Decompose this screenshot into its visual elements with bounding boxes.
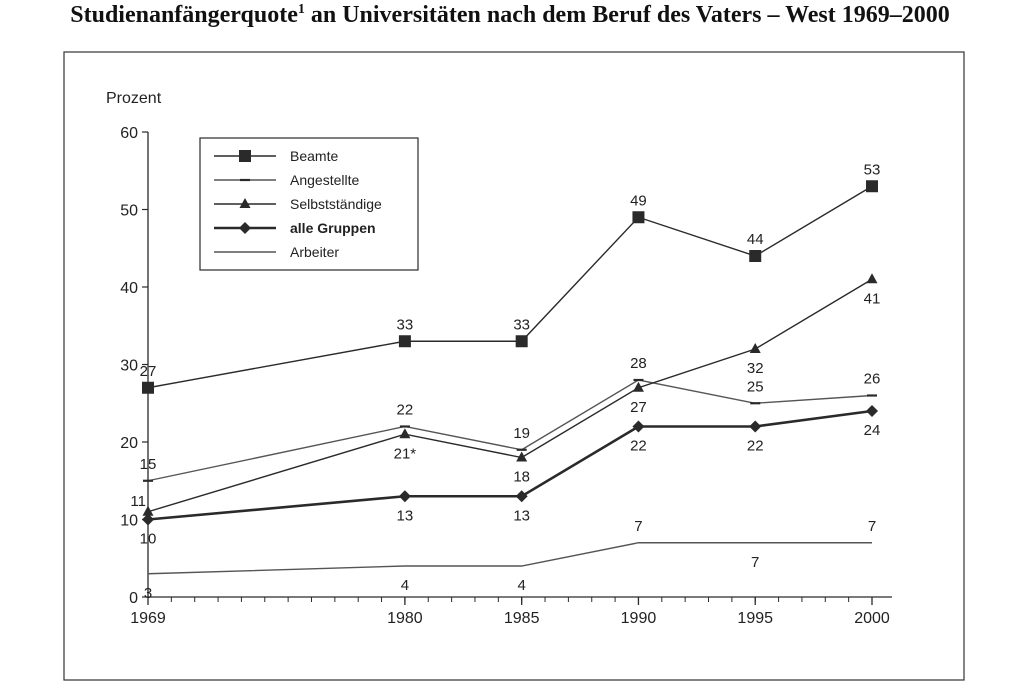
legend-swatch-marker (239, 150, 251, 162)
data-label: 7 (751, 554, 759, 571)
data-point (749, 420, 762, 433)
data-label: 10 (140, 531, 157, 548)
x-tick-label: 1995 (737, 610, 773, 627)
data-label: 24 (864, 422, 881, 439)
series-line-0 (147, 185, 873, 389)
data-label: 27 (140, 363, 157, 380)
series-group (142, 180, 878, 575)
data-label: 21* (394, 445, 417, 462)
data-point (749, 343, 761, 353)
data-point (632, 211, 645, 224)
data-label: 32 (747, 360, 764, 377)
data-point (399, 428, 411, 439)
data-label: 3 (144, 585, 152, 602)
data-point (515, 335, 528, 348)
data-point (516, 451, 528, 462)
data-point (866, 405, 878, 417)
footnote-marker: 1 (297, 2, 305, 17)
legend-label: Selbstständige (290, 196, 382, 212)
data-label: 41 (864, 290, 881, 307)
data-point (632, 381, 644, 392)
x-tick-label: 1980 (387, 610, 423, 627)
chart-title: Studienanfängerquote1 an Universitäten n… (0, 2, 1020, 29)
data-label: 22 (630, 438, 647, 455)
y-tick-label: 40 (120, 280, 138, 297)
data-label: 4 (401, 577, 409, 594)
y-tick-label: 10 (120, 513, 138, 530)
data-label: 18 (513, 469, 530, 486)
data-label: 13 (513, 507, 530, 524)
legend-label: Angestellte (290, 172, 359, 188)
data-label: 49 (630, 192, 647, 209)
data-point (749, 250, 762, 262)
y-axis-unit-label: Prozent (106, 90, 162, 107)
chart-title-text: Studienanfängerquote (70, 2, 298, 28)
y-tick-label: 60 (120, 125, 138, 142)
data-point (866, 180, 878, 193)
data-label: 4 (518, 577, 526, 594)
data-label: 28 (630, 355, 647, 372)
data-label: 33 (397, 316, 414, 333)
series-line-1 (147, 379, 873, 482)
y-tick-label: 0 (129, 590, 138, 607)
data-label: 22 (397, 402, 414, 419)
data-point (142, 381, 154, 394)
chart-title-text-rest: an Universitäten nach dem Beruf des Vate… (304, 2, 950, 28)
data-point (398, 490, 411, 503)
data-point (142, 505, 154, 516)
legend-label: alle Gruppen (290, 220, 376, 236)
data-point (866, 273, 878, 284)
y-tick-label: 50 (120, 203, 138, 220)
data-label: 53 (864, 161, 881, 178)
series-line-4 (147, 542, 872, 575)
series-line-3 (147, 409, 873, 521)
data-label: 44 (747, 231, 764, 248)
y-tick-label: 30 (120, 358, 138, 375)
x-tick-label: 1990 (621, 610, 657, 627)
data-point (632, 420, 645, 433)
x-tick-label: 1985 (504, 610, 540, 627)
legend-label: Arbeiter (290, 244, 339, 260)
data-point (142, 513, 154, 526)
data-label: 26 (864, 371, 881, 388)
legend-label: Beamte (290, 148, 338, 164)
data-label: 33 (513, 316, 530, 333)
data-label: 7 (868, 518, 876, 535)
legend-swatch-marker (239, 222, 251, 234)
chart-frame (63, 51, 965, 681)
legend-swatch-marker (239, 198, 251, 208)
data-label: 19 (513, 425, 530, 442)
legend: Beamte Angestellte Selbstständige alle Grup… (199, 137, 419, 271)
y-tick-label: 20 (120, 435, 138, 452)
data-label: 22 (747, 438, 764, 455)
data-label: 11 (130, 493, 146, 510)
x-tick-label: 2000 (854, 610, 890, 627)
series-line-2 (147, 278, 873, 513)
x-tick-label: 1969 (130, 610, 166, 627)
data-label: 13 (397, 507, 414, 524)
axes: 0 10 20 30 40 50 60 1969 1980 1985 1990 1995 2000 (120, 125, 892, 627)
data-label: 27 (630, 399, 647, 416)
data-point (398, 335, 411, 348)
data-point (515, 490, 528, 503)
data-label: 7 (634, 518, 642, 535)
data-label: 25 (747, 378, 764, 395)
data-label: 15 (140, 456, 157, 473)
